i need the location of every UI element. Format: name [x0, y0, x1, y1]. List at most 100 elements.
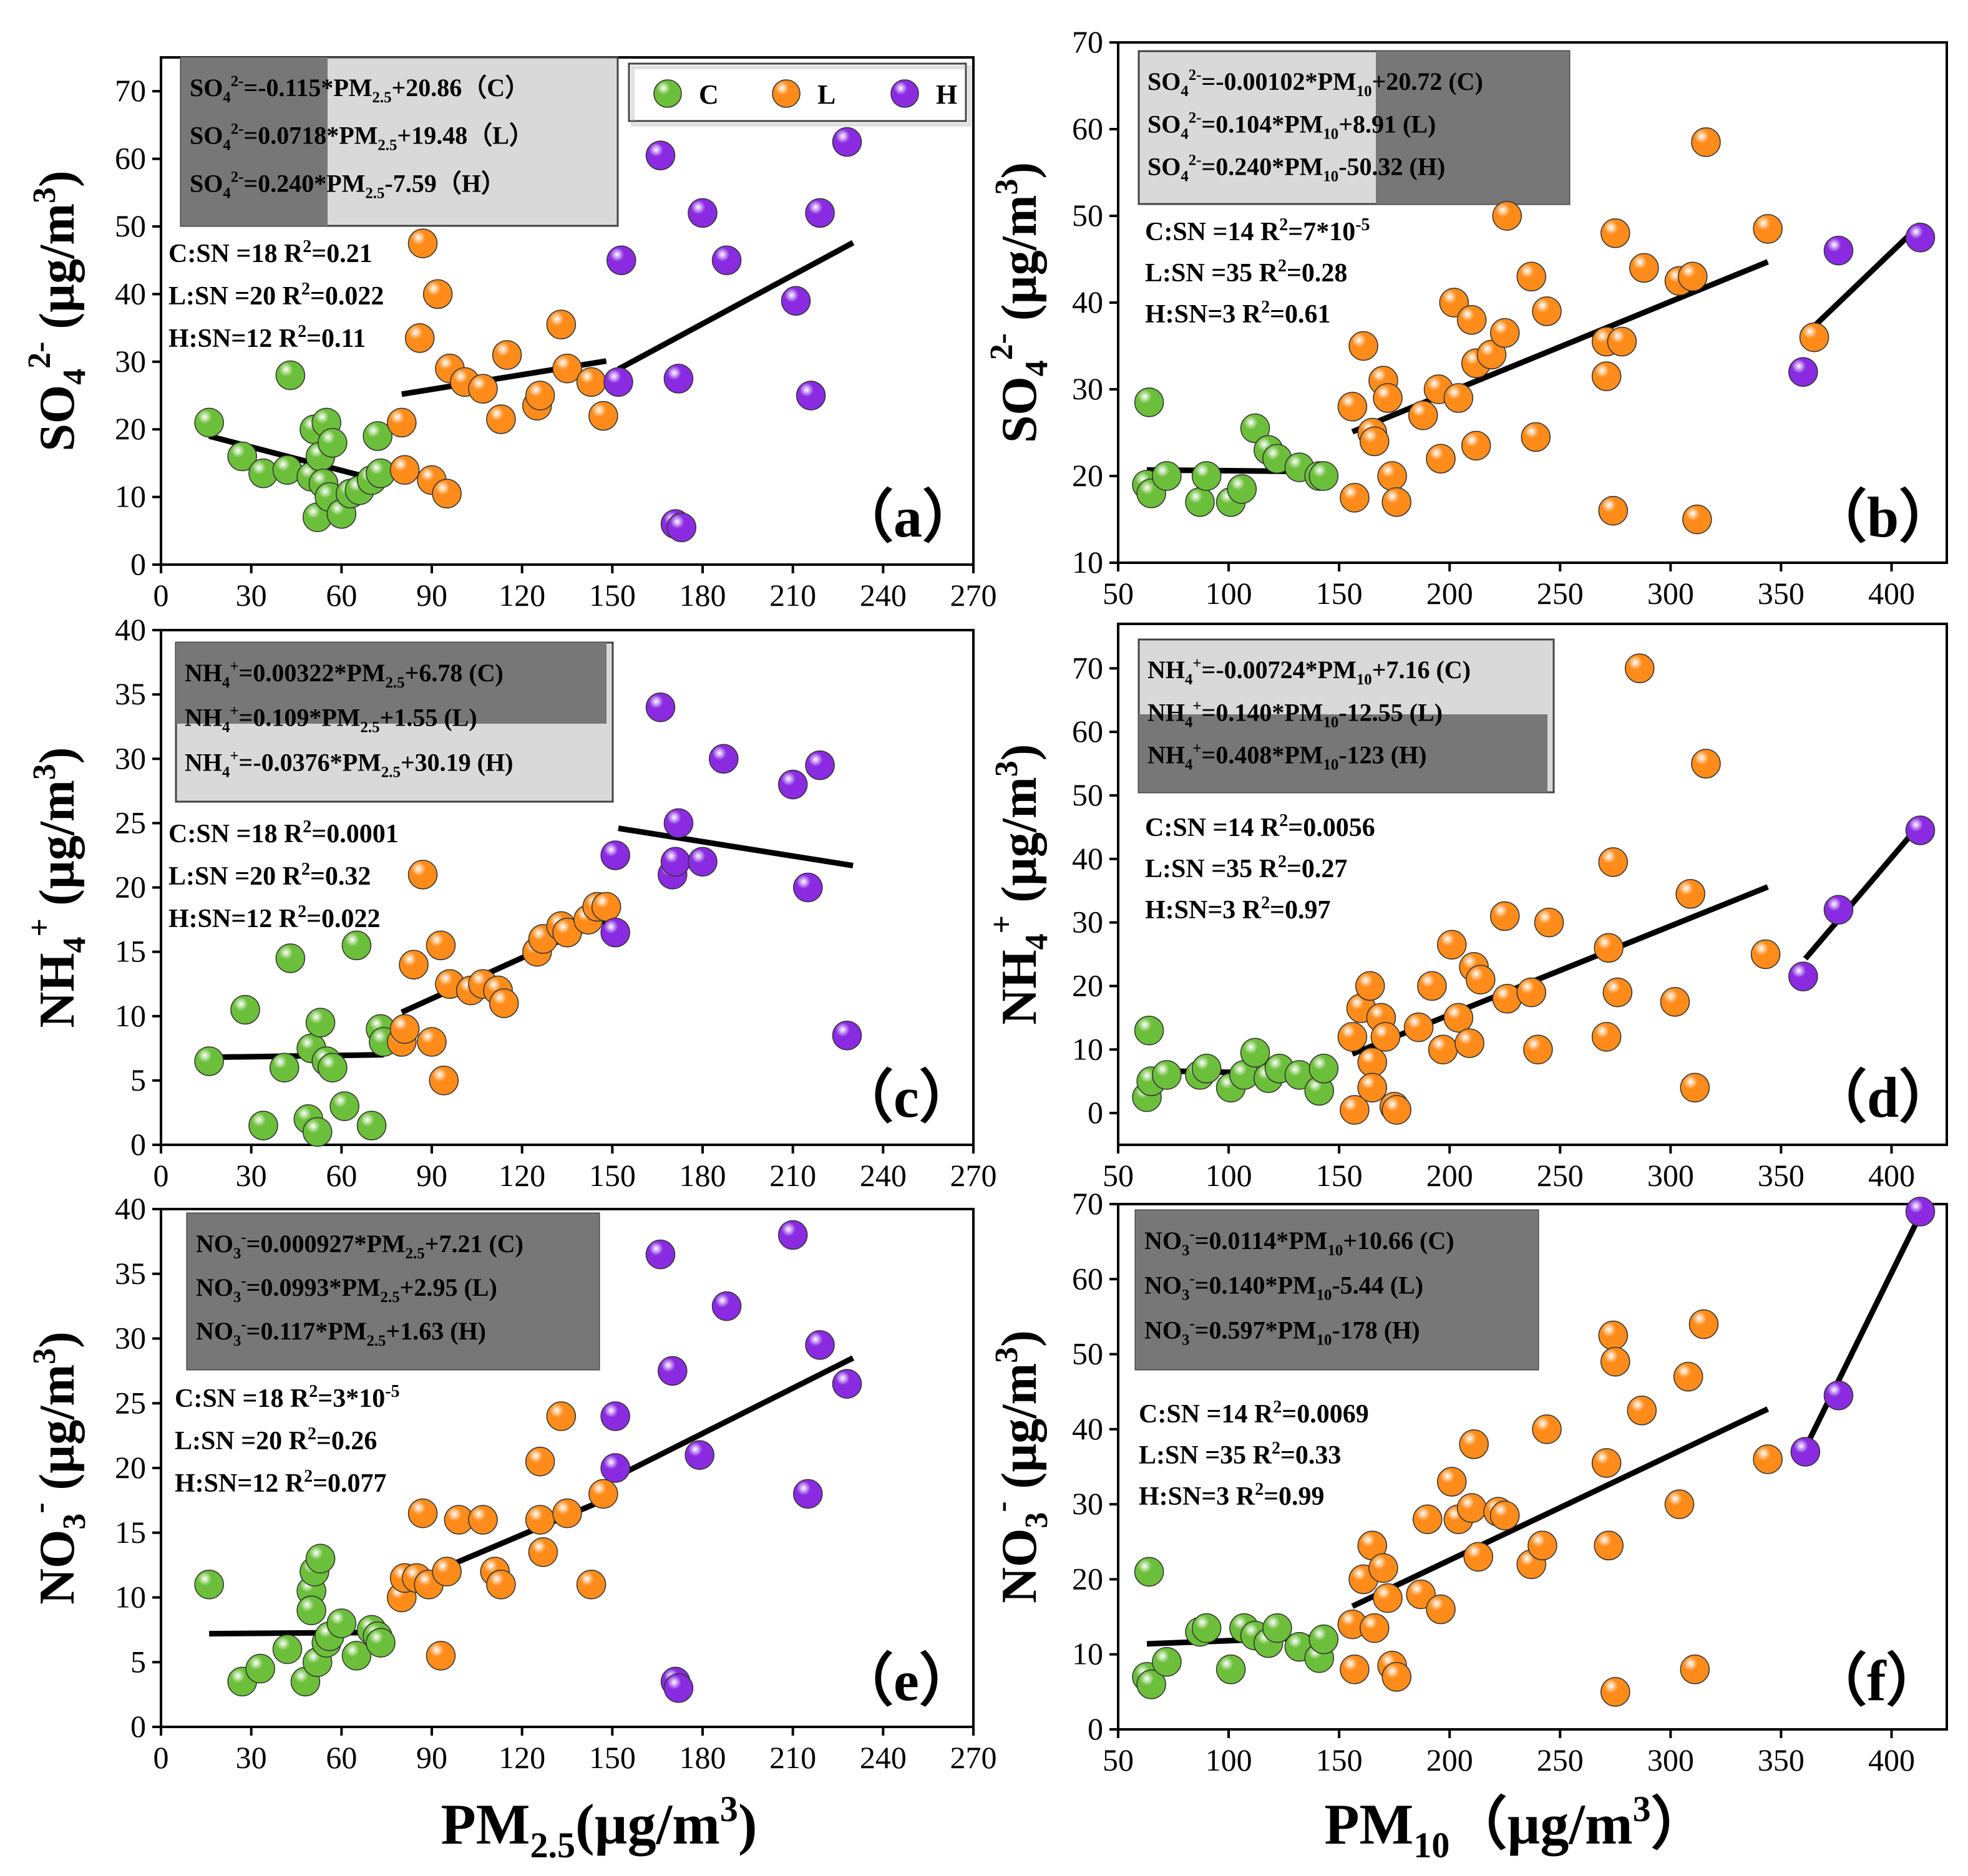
equation-box: SO42-=-0.115*PM2.5+20.86（C） SO42-=0.0718*… — [180, 56, 619, 227]
stat-line: L:SN =35 R2=0.33 — [1139, 1439, 1341, 1470]
panel-c: 0 30 60 90 120 150 180 210 240 270 0 5 10 15 20 25 30 35 4… — [22, 612, 997, 1193]
data-point-L — [1598, 847, 1629, 877]
panel-label: （c） — [836, 1066, 977, 1129]
series-C — [194, 930, 399, 1147]
panel-label: （b） — [1810, 485, 1956, 549]
series-C — [1132, 387, 1339, 517]
y-tick-label: 50 — [115, 208, 146, 243]
y-axis-title: NO3- (µg/m3) — [22, 1331, 92, 1605]
y-tick-label: 30 — [115, 344, 146, 379]
data-point-L — [1381, 487, 1411, 517]
series-L — [387, 860, 621, 1096]
data-point-L — [1337, 392, 1368, 422]
series-H — [600, 693, 862, 1051]
y-tick-label: 10 — [115, 998, 146, 1033]
x-tick-label: 50 — [1103, 1158, 1134, 1193]
fit-line-L — [1351, 1406, 1770, 1609]
data-point-L — [588, 1479, 618, 1509]
data-point-L — [1428, 1034, 1458, 1065]
data-point-H — [1905, 1197, 1936, 1227]
data-point-L — [1591, 1022, 1622, 1052]
data-point-H — [1905, 223, 1936, 253]
x-tick-label: 400 — [1868, 1158, 1915, 1193]
data-point-L — [1340, 1655, 1370, 1684]
data-point-C — [194, 1570, 224, 1600]
equation-c: SO42-=-0.00102*PM10+20.72 (C) — [1147, 67, 1483, 100]
data-point-H — [1823, 235, 1854, 266]
data-point-L — [546, 309, 577, 339]
equation-box-dark — [187, 1213, 599, 1369]
stat-line: H:SN=12 R2=0.022 — [168, 902, 381, 933]
data-point-H — [684, 1440, 714, 1470]
x-tick-label: 240 — [860, 578, 907, 613]
y-tick-label: 70 — [115, 73, 146, 108]
data-point-C — [1134, 1557, 1164, 1587]
data-point-L — [1408, 400, 1438, 430]
data-point-L — [1436, 1467, 1467, 1497]
data-point-C — [275, 360, 306, 391]
data-point-L — [1406, 1579, 1436, 1610]
data-point-L — [1373, 1583, 1403, 1613]
data-point-L — [1489, 901, 1520, 931]
data-point-L — [1675, 879, 1705, 909]
data-point-L — [1523, 1034, 1553, 1065]
data-point-L — [1461, 430, 1491, 461]
data-point-C — [305, 1543, 336, 1573]
data-point-C — [303, 1117, 333, 1147]
x-tick-label: 240 — [860, 1740, 907, 1775]
data-point-H — [832, 1020, 862, 1051]
data-point-L — [1340, 483, 1370, 513]
equation-box: NO3-=0.0114*PM10+10.66 (C) NO3-=0.140*PM1… — [1134, 1209, 1539, 1371]
data-point-C — [1134, 387, 1164, 417]
x-tick-label: 30 — [236, 1158, 267, 1193]
data-point-L — [1598, 1320, 1629, 1351]
x-tick-label: 350 — [1758, 576, 1805, 611]
y-tick-label: 20 — [1072, 458, 1103, 493]
data-point-L — [1357, 1072, 1388, 1103]
x-tick-label: 350 — [1758, 1158, 1805, 1193]
equation-h: NO3-=0.597*PM10-178 (H) — [1144, 1315, 1420, 1348]
data-point-L — [1664, 1489, 1695, 1519]
data-point-H — [1905, 815, 1936, 845]
y-tick-label: 0 — [130, 547, 146, 581]
y-tick-label: 20 — [115, 1450, 146, 1485]
y-tick-label: 50 — [1072, 198, 1103, 233]
x-tick-label: 0 — [153, 1158, 169, 1193]
fit-line-H — [1803, 1213, 1923, 1449]
y-tick-label: 30 — [1072, 905, 1103, 940]
data-point-L — [1337, 1022, 1368, 1052]
data-point-L — [1360, 426, 1390, 457]
data-point-L — [1629, 253, 1659, 283]
data-point-L — [1602, 977, 1633, 1008]
data-point-C — [1308, 461, 1339, 491]
stat-line: L:SN =20 R2=0.32 — [168, 860, 371, 891]
equation-l: NO3-=0.140*PM10-5.44 (L) — [1144, 1271, 1423, 1304]
data-point-C — [245, 1653, 275, 1684]
data-point-L — [1476, 339, 1507, 370]
x-tick-label: 180 — [680, 1740, 726, 1775]
y-tick-label: 40 — [115, 1191, 146, 1226]
data-point-L — [1591, 361, 1622, 391]
equation-l: SO42-=0.0718*PM2.5+19.48（L） — [190, 121, 534, 154]
y-tick-label: 30 — [115, 1321, 146, 1356]
data-point-L — [404, 323, 435, 353]
series-C — [194, 360, 396, 532]
stat-line: L:SN =20 R2=0.022 — [168, 279, 384, 311]
stat-line: L:SN =35 R2=0.27 — [1145, 852, 1347, 883]
fit-line-H — [1803, 222, 1922, 337]
data-point-L — [1516, 977, 1546, 1008]
data-point-L — [407, 1498, 438, 1529]
y-tick-label: 40 — [1072, 841, 1103, 876]
data-point-C — [341, 930, 372, 961]
data-point-L — [1691, 127, 1721, 157]
data-point-L — [1381, 1095, 1411, 1125]
data-point-C — [318, 428, 348, 458]
data-point-C — [1134, 1015, 1164, 1046]
data-point-L — [1355, 971, 1385, 1001]
x-tick-label: 60 — [326, 1158, 357, 1193]
data-point-L — [486, 1570, 516, 1600]
x-tick-label: 270 — [950, 1740, 997, 1775]
equation-box-dark — [1376, 51, 1569, 204]
data-point-L — [1594, 1530, 1624, 1561]
data-point-H — [793, 1479, 823, 1509]
